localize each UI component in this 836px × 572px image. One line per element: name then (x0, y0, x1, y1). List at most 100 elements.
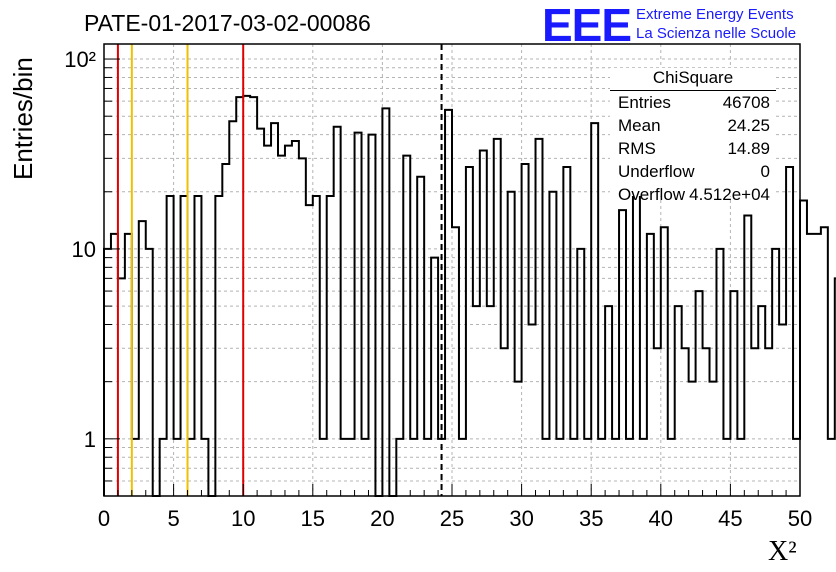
x-tick-label: 0 (98, 506, 110, 531)
x-tick-label: 20 (370, 506, 394, 531)
histogram-bin (299, 158, 306, 496)
reference-lines (116, 44, 443, 496)
logo-line2: La Scienza nelle Scuole (636, 25, 797, 42)
histogram-bin (111, 234, 118, 496)
histogram-bin (549, 192, 556, 496)
histogram-bin (529, 325, 536, 496)
histogram-bin (501, 348, 508, 496)
histogram-bin (167, 196, 174, 496)
histogram-bin (716, 249, 723, 496)
histogram-bin (828, 439, 835, 496)
histogram-bin (703, 348, 710, 496)
histogram-bin (466, 167, 473, 496)
stats-divider (610, 90, 776, 91)
histogram-bin (772, 249, 779, 496)
x-tick-label: 45 (718, 506, 742, 531)
axis-ticks: 0 5 10 15 20 25 30 35 40 45 50 1 10 10² (64, 47, 812, 531)
histogram-bin (647, 234, 654, 496)
stats-key: Overflow (618, 185, 686, 204)
histogram-bin (215, 196, 222, 496)
histogram-bin (222, 164, 229, 496)
stats-key: Entries (618, 93, 671, 112)
histogram-bin (807, 234, 814, 496)
stats-value: 14.89 (727, 139, 770, 158)
histogram-bin (619, 210, 626, 496)
histogram-bin (327, 196, 334, 496)
stats-key: Underflow (618, 162, 695, 181)
histogram-bin (730, 291, 737, 496)
stats-value: 46708 (722, 93, 770, 112)
histogram-bin (654, 348, 661, 496)
stats-box: ChiSquare Entries 46708 Mean 24.25 RMS 1… (610, 68, 776, 204)
histogram-bin (480, 150, 487, 496)
stats-row-mean: Mean 24.25 (618, 116, 770, 138)
histogram-bin (536, 139, 543, 496)
histogram-bin (696, 291, 703, 496)
stats-row-overflow: Overflow 4.512e+04 (618, 185, 770, 207)
chart-title: PATE-01-2017-03-02-00086 (84, 10, 371, 36)
x-tick-label: 50 (788, 506, 812, 531)
histogram-bin (403, 156, 410, 496)
histogram-bin (758, 306, 765, 496)
histogram-bin (800, 200, 807, 496)
histogram-bin (257, 129, 264, 496)
histogram-bin (522, 164, 529, 496)
stats-row-entries: Entries 46708 (618, 93, 770, 115)
y-tick-label: 1 (84, 427, 96, 452)
histogram-bin (104, 249, 111, 496)
stats-title: ChiSquare (652, 68, 734, 87)
histogram-bin (786, 167, 793, 496)
histogram-bin (605, 306, 612, 496)
x-tick-label: 30 (509, 506, 533, 531)
histogram-bin (814, 234, 821, 496)
x-tick-label: 15 (301, 506, 325, 531)
y-tick-label: 10 (72, 237, 96, 262)
stats-value: 24.25 (727, 116, 770, 135)
histogram-bin (563, 167, 570, 496)
histogram-bin (125, 234, 132, 496)
histogram-bin (821, 227, 828, 496)
x-tick-label: 40 (649, 506, 673, 531)
histogram-bin (445, 110, 452, 496)
histogram-bin (264, 146, 271, 496)
stats-value: 4.512e+04 (689, 185, 770, 204)
histogram-bin (765, 348, 772, 496)
histogram-bin (271, 123, 278, 496)
histogram-bin (431, 258, 438, 496)
histogram-bin (139, 221, 146, 496)
y-axis-label: Entries/bin (8, 57, 38, 180)
histogram-bin (313, 196, 320, 496)
x-axis-label: X² (768, 536, 797, 567)
x-tick-label: 35 (579, 506, 603, 531)
histogram-bin (675, 306, 682, 496)
stats-row-underflow: Underflow 0 (618, 162, 770, 184)
eee-logo: EEE (542, 0, 632, 51)
histogram-bin (194, 196, 201, 496)
histogram-bin (487, 306, 494, 496)
stats-key: RMS (618, 139, 656, 158)
y-tick-label: 10² (64, 47, 96, 72)
histogram-bin (473, 306, 480, 496)
x-tick-label: 5 (167, 506, 179, 531)
stats-value: 0 (760, 162, 770, 181)
histogram-bin (494, 139, 501, 496)
histogram-bin (285, 146, 292, 496)
histogram-bin (368, 135, 375, 496)
logo-line1: Extreme Energy Events (636, 6, 794, 23)
x-tick-label: 25 (440, 506, 464, 531)
histogram-bin (334, 127, 341, 496)
histogram-bin (118, 278, 125, 496)
histogram-bin (417, 177, 424, 496)
histogram-bin (382, 108, 389, 496)
histogram-bin (591, 123, 598, 496)
histogram-bin (250, 97, 257, 496)
x-tick-label: 10 (231, 506, 255, 531)
histogram-bin (355, 133, 362, 496)
histogram-bin (229, 121, 236, 496)
histogram-bin (278, 156, 285, 496)
histogram-bin (146, 249, 153, 496)
histogram-bin (577, 249, 584, 496)
histogram-bin (292, 141, 299, 496)
stats-row-rms: RMS 14.89 (618, 139, 770, 161)
